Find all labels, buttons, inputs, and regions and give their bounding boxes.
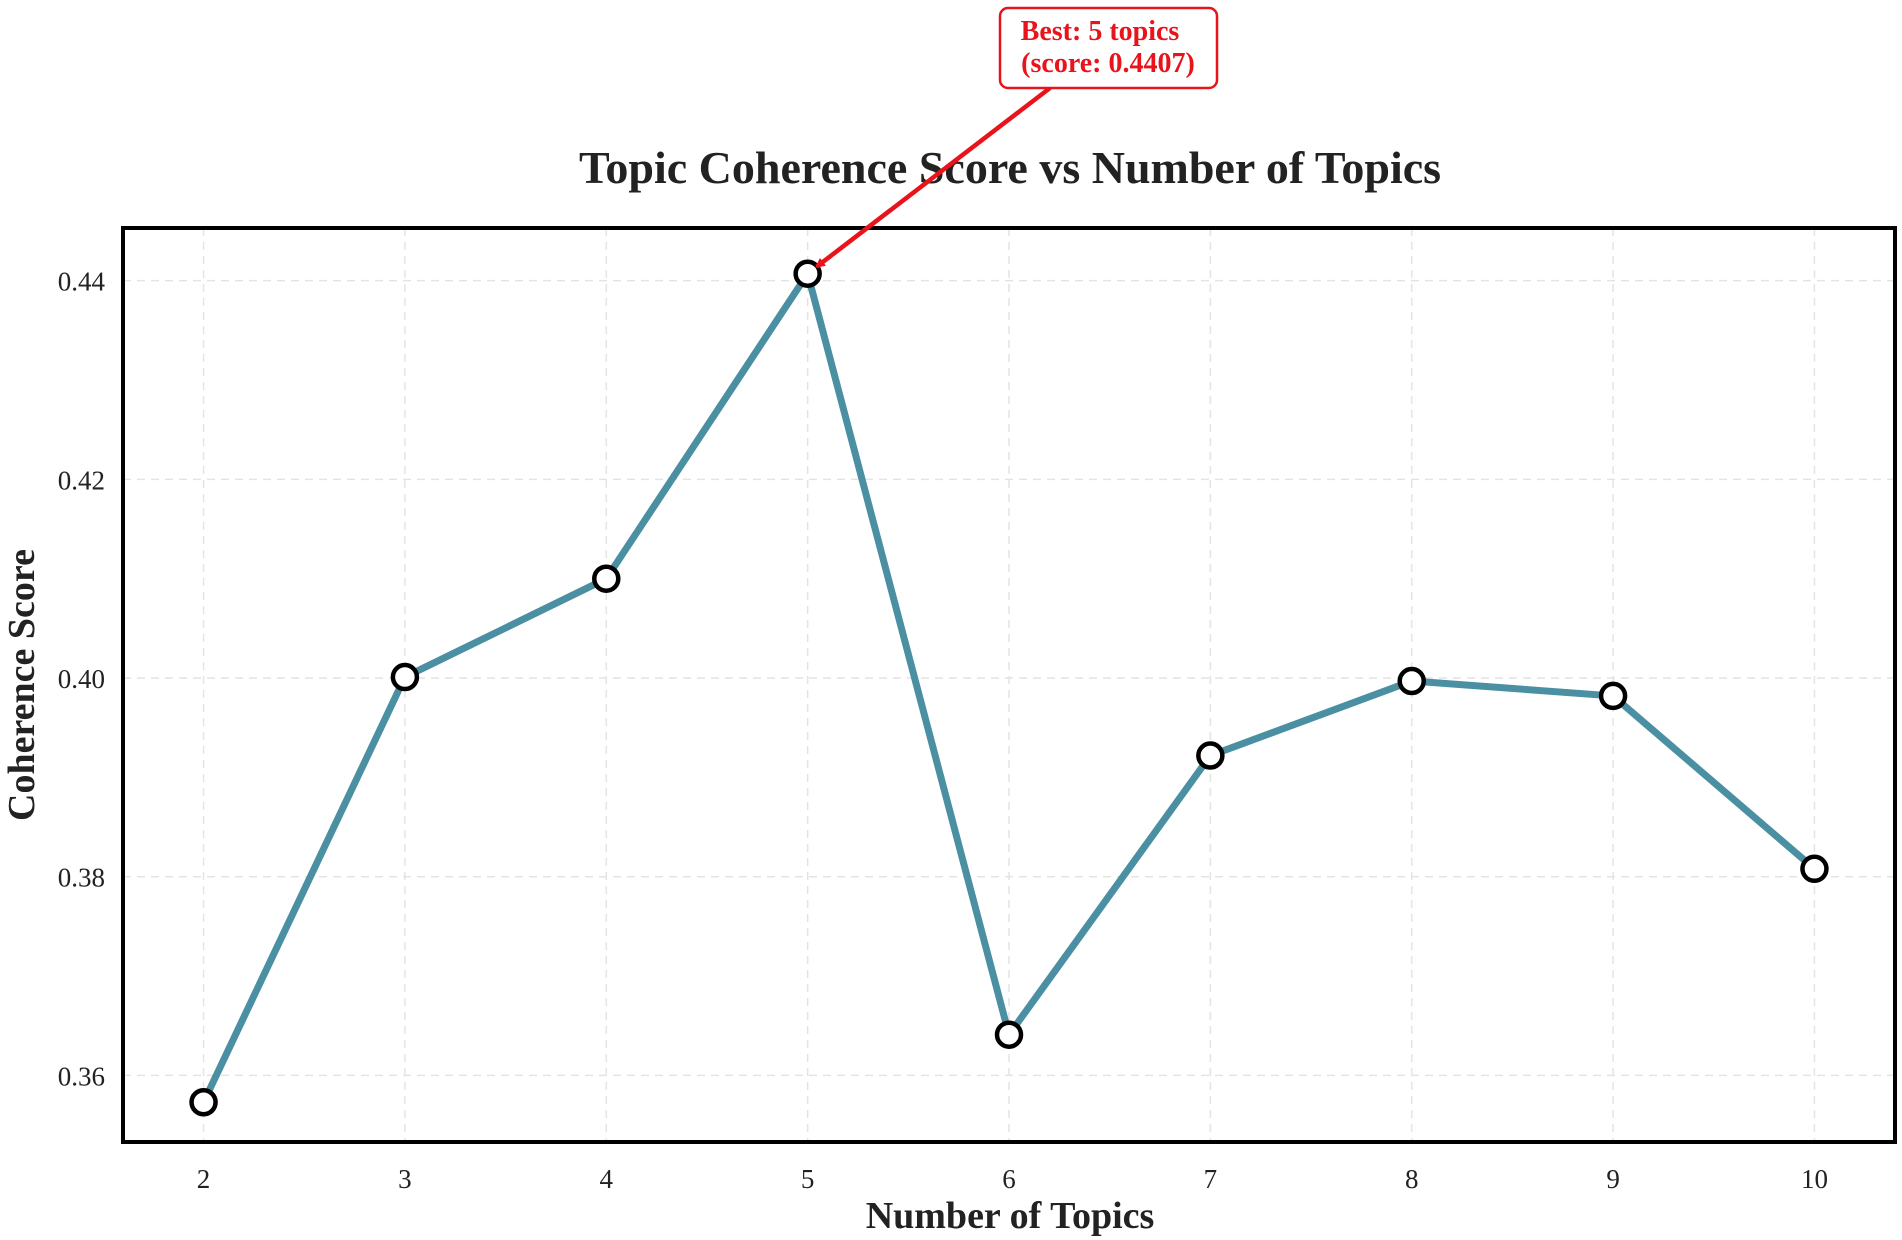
chart-title: Topic Coherence Score vs Number of Topic… [579, 142, 1441, 193]
annotation-arrow [815, 86, 1052, 269]
data-point [390, 662, 420, 692]
x-tick-label: 10 [1801, 1164, 1828, 1194]
y-axis-label: Coherence Score [1, 549, 43, 821]
annotation-box [998, 6, 1219, 90]
data-point [1598, 681, 1628, 711]
annotation-line-1: Best: 5 topics [1021, 16, 1180, 47]
x-tick-label: 2 [197, 1164, 211, 1194]
y-tick-label: 0.40 [58, 664, 105, 694]
x-tick-label: 9 [1606, 1164, 1620, 1194]
x-axis-label: Number of Topics [866, 1195, 1155, 1237]
x-tick-label: 3 [398, 1164, 412, 1194]
plot-frame [121, 226, 1897, 1144]
data-point [189, 1088, 218, 1117]
annotation-line-2: (score: 0.4407) [1021, 48, 1195, 79]
y-tick-label: 0.44 [58, 267, 106, 297]
x-tick-label: 5 [801, 1164, 815, 1194]
x-tick-labels: 2 3 4 5 6 7 8 9 10 [197, 1164, 1828, 1194]
y-tick-label: 0.36 [58, 1061, 105, 1091]
x-tick-label: 6 [1002, 1164, 1016, 1194]
y-tick-label: 0.42 [58, 465, 105, 495]
y-tick-label: 0.38 [58, 863, 105, 893]
data-point [1397, 666, 1426, 696]
grid-lines [123, 228, 1895, 1142]
x-tick-label: 4 [600, 1164, 614, 1194]
best-annotation: Best: 5 topics (score: 0.4407) [815, 6, 1219, 269]
marker-layer [189, 259, 1829, 1117]
data-point [994, 1020, 1024, 1049]
data-point [592, 564, 621, 593]
y-tick-labels: 0.36 0.38 0.40 0.42 0.44 [58, 267, 106, 1092]
data-point [1800, 854, 1829, 884]
x-tick-label: 7 [1204, 1164, 1218, 1194]
x-tick-label: 8 [1405, 1164, 1419, 1194]
data-point [793, 259, 822, 288]
data-point [1196, 741, 1225, 770]
